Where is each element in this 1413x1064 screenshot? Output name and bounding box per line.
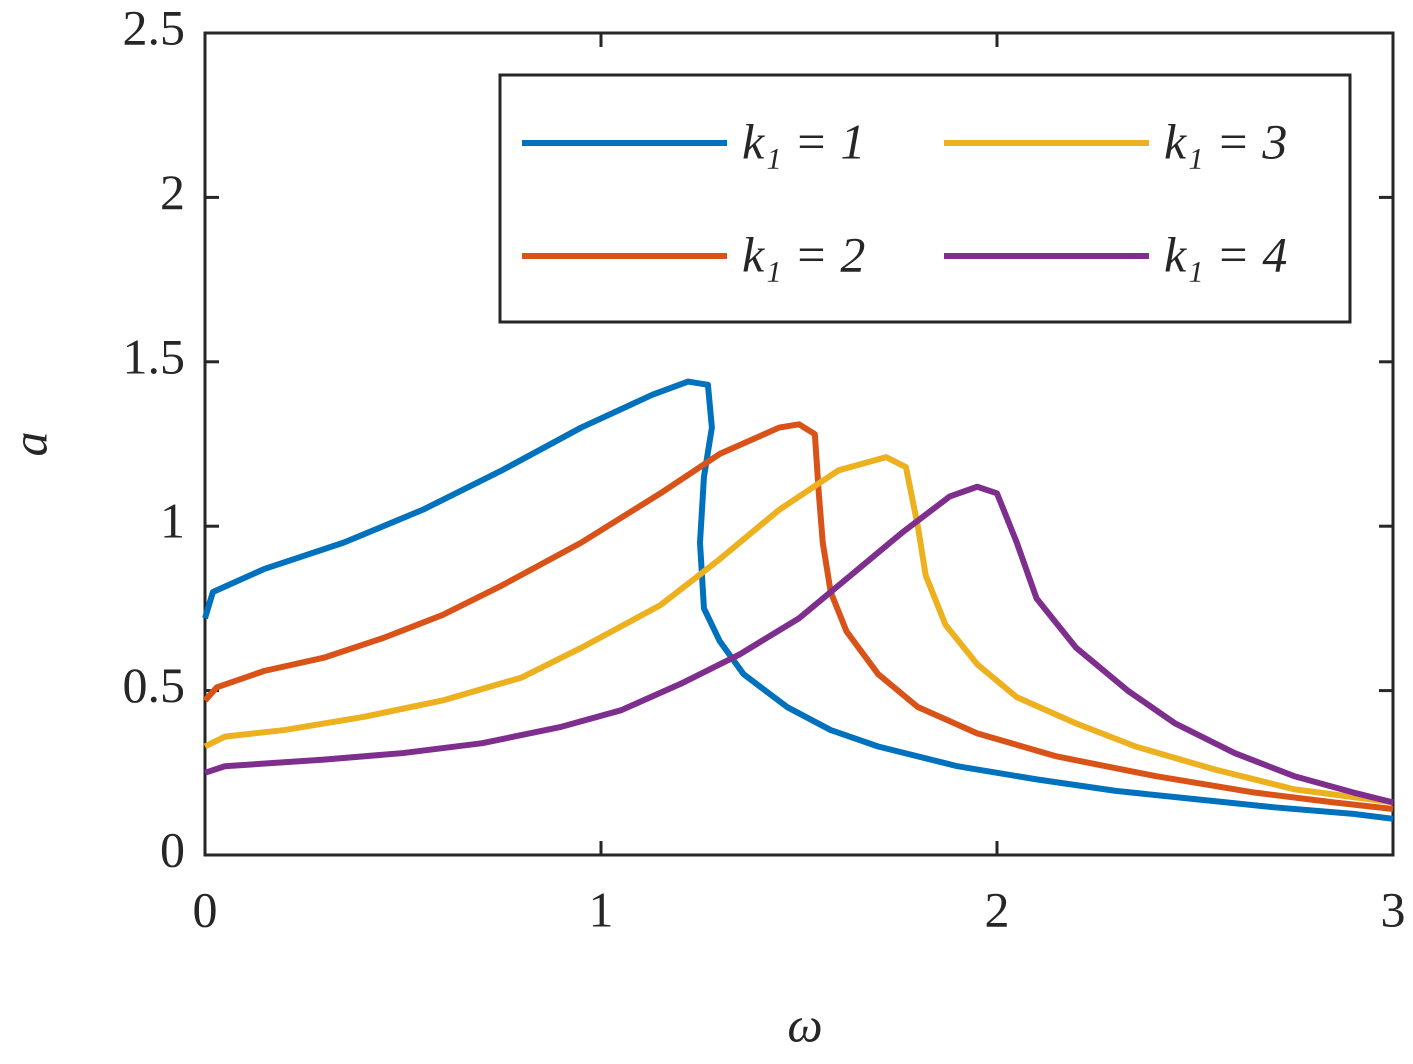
y-tick-label: 0.5	[123, 657, 186, 713]
y-tick-label: 1	[160, 493, 185, 549]
plot-frame	[203, 31, 1395, 857]
y-tick-label: 1.5	[123, 328, 186, 384]
y-tick-label: 2.5	[123, 0, 186, 55]
x-tick-label: 0	[193, 881, 218, 937]
x-axis-label: ω	[787, 996, 822, 1052]
legend-label: k₁ = 4	[1164, 226, 1287, 282]
x-tick-label: 1	[589, 881, 614, 937]
x-tick-label: 3	[1381, 881, 1406, 937]
y-axis-label: a	[1, 432, 57, 457]
line-series	[203, 454, 1394, 806]
legend-label: k₁ = 3	[1164, 113, 1287, 169]
legend-label: k₁ = 2	[742, 226, 865, 282]
y-tick-label: 0	[160, 821, 185, 877]
x-tick-label: 2	[985, 881, 1010, 937]
line-series	[204, 483, 1394, 806]
y-tick-label: 2	[160, 164, 185, 220]
line-series	[202, 421, 1394, 812]
legend-label: k₁ = 1	[742, 113, 865, 169]
legend-box	[498, 73, 1352, 324]
